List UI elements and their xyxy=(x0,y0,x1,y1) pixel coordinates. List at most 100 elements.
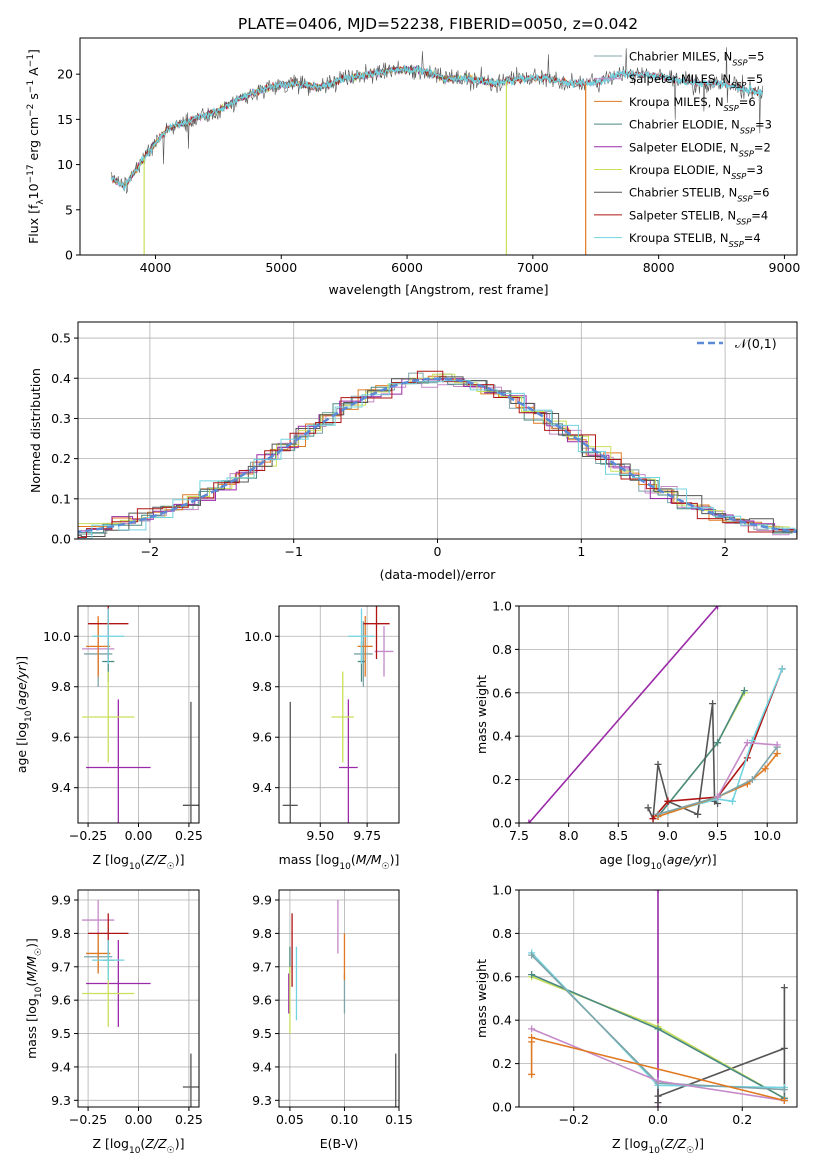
y-tick-label: 0.8 xyxy=(492,642,512,657)
y-tick-label: 10 xyxy=(57,157,73,172)
figure-title: PLATE=0406, MJD=52238, FIBERID=0050, z=0… xyxy=(238,15,638,33)
y-tick-label: 9.4 xyxy=(252,780,272,795)
plot-area xyxy=(528,890,788,1107)
x-tick-label: 0.25 xyxy=(175,1112,203,1127)
x-tick-label: 4000 xyxy=(140,260,172,275)
weight-marker xyxy=(649,815,657,823)
axes-frame xyxy=(518,605,798,824)
legend-label: 𝒩(0,1) xyxy=(735,336,777,351)
y-tick-label: 9.4 xyxy=(51,1059,71,1074)
x-axis-label: Z [log10(Z/Z☉)] xyxy=(93,852,185,872)
y-tick-label: 0.3 xyxy=(51,411,71,426)
y-axis-label: age [log10(age/yr)] xyxy=(14,656,34,773)
weight-marker xyxy=(654,1099,662,1107)
weight-marker xyxy=(528,1038,536,1046)
plot-area xyxy=(288,900,397,1107)
y-tick-label: 1.0 xyxy=(492,883,512,898)
y-tick-label: 0.6 xyxy=(492,685,512,700)
y-tick-label: 9.3 xyxy=(51,1093,71,1108)
panel-weight-vs-age: 7.5 8.0 8.5 9.0 9.5 10.0 0.0 0.2 0.4 0.6 0.8 1.0 age… xyxy=(474,599,798,872)
y-tick-label: 1.0 xyxy=(492,599,512,614)
weight-marker xyxy=(773,741,781,749)
x-tick-label: 8.5 xyxy=(608,828,628,843)
x-tick-label: 9.5 xyxy=(708,828,728,843)
y-tick-label: 9.8 xyxy=(51,926,71,941)
y-tick-label: 9.7 xyxy=(51,959,71,974)
legend-label: Salpeter STELIB, NSSP=4 xyxy=(629,208,768,226)
x-tick-label: 8.0 xyxy=(559,828,579,843)
y-tick-label: 0.0 xyxy=(492,816,512,831)
legend-label: Salpeter ELODIE, NSSP=2 xyxy=(629,140,771,158)
x-tick-label: 0.2 xyxy=(732,1112,752,1127)
histogram-step xyxy=(78,370,797,538)
weight-marker xyxy=(654,810,662,818)
weight-line xyxy=(667,668,783,813)
panel-age-vs-mass: 9.50 9.75 9.4 9.6 9.8 10.0 mass [log10(M/M☉)] xyxy=(244,605,400,872)
legend-label: Chabrier MILES, NSSP=5 xyxy=(629,50,764,68)
x-tick-label: 7000 xyxy=(517,260,549,275)
x-tick-label: 6000 xyxy=(391,260,423,275)
x-tick-label: 2 xyxy=(721,544,729,559)
weight-marker xyxy=(743,739,751,747)
weight-marker xyxy=(761,765,769,773)
weight-marker xyxy=(525,819,533,823)
x-tick-label: 5000 xyxy=(265,260,297,275)
plot-area xyxy=(78,370,797,539)
plot-area xyxy=(110,47,764,255)
histogram-step xyxy=(78,383,797,539)
x-axis-label: Z [log10(Z/Z☉)] xyxy=(612,1136,704,1156)
panel-weight-vs-Z: −0.2 0.0 0.2 0.0 0.2 0.4 0.6 0.8 1.0 Z [log10(Z/Z… xyxy=(474,883,798,1156)
histogram-step xyxy=(78,375,797,538)
legend-label: Kroupa ELODIE, NSSP=3 xyxy=(629,163,763,181)
y-tick-label: 9.4 xyxy=(51,780,71,795)
y-tick-label: 9.8 xyxy=(252,679,272,694)
x-tick-label: −1 xyxy=(284,544,302,559)
x-tick-label: 0 xyxy=(434,544,442,559)
x-tick-label: 0.00 xyxy=(125,1112,153,1127)
legend-label: Salpeter MILES, NSSP=5 xyxy=(629,72,763,90)
plot-area xyxy=(525,606,786,823)
weight-marker xyxy=(780,1086,788,1094)
histogram-step xyxy=(78,373,797,533)
y-tick-label: 10.0 xyxy=(244,629,272,644)
legend-label: Kroupa STELIB, NSSP=4 xyxy=(629,231,761,249)
weight-marker xyxy=(654,760,662,768)
spectrum-line xyxy=(110,63,764,191)
weight-marker xyxy=(780,1044,788,1052)
y-tick-label: 0.8 xyxy=(492,926,512,941)
x-tick-label: 1 xyxy=(577,544,585,559)
y-tick-label: 9.6 xyxy=(252,993,272,1008)
y-tick-label: 5 xyxy=(65,202,73,217)
x-tick-label: 0.25 xyxy=(175,828,203,843)
weight-marker xyxy=(654,1077,662,1085)
x-tick-label: 0.05 xyxy=(276,1112,304,1127)
weight-marker xyxy=(780,1096,788,1104)
histogram-step xyxy=(78,380,797,539)
normal-curve xyxy=(78,377,797,534)
x-tick-label: 7.5 xyxy=(509,828,529,843)
y-tick-label: 10.0 xyxy=(43,629,71,644)
weight-marker xyxy=(714,606,722,610)
y-axis-label: Normed distribution xyxy=(28,368,43,493)
legend-label: Chabrier ELODIE, NSSP=3 xyxy=(629,118,772,136)
x-tick-label: 10.0 xyxy=(753,828,781,843)
y-tick-label: 9.8 xyxy=(252,926,272,941)
plot-area xyxy=(82,606,199,823)
x-axis-label: age [log10(age/yr)] xyxy=(599,852,716,872)
x-tick-label: 9.75 xyxy=(353,828,381,843)
x-tick-label: −2 xyxy=(141,544,159,559)
weight-marker xyxy=(694,810,702,818)
y-tick-label: 9.9 xyxy=(252,893,272,908)
weight-line xyxy=(528,606,719,823)
weight-marker xyxy=(654,890,662,894)
x-tick-label: −0.2 xyxy=(559,1112,589,1127)
x-axis-label: E(B-V) xyxy=(320,1136,359,1151)
histogram-step xyxy=(78,376,797,539)
weight-marker xyxy=(528,1070,536,1078)
weight-marker xyxy=(664,797,672,805)
axes-frame xyxy=(278,605,400,824)
y-tick-label: 9.4 xyxy=(252,1059,272,1074)
y-tick-label: 0.2 xyxy=(51,451,71,466)
weight-marker xyxy=(773,750,781,758)
weight-marker xyxy=(528,971,536,979)
